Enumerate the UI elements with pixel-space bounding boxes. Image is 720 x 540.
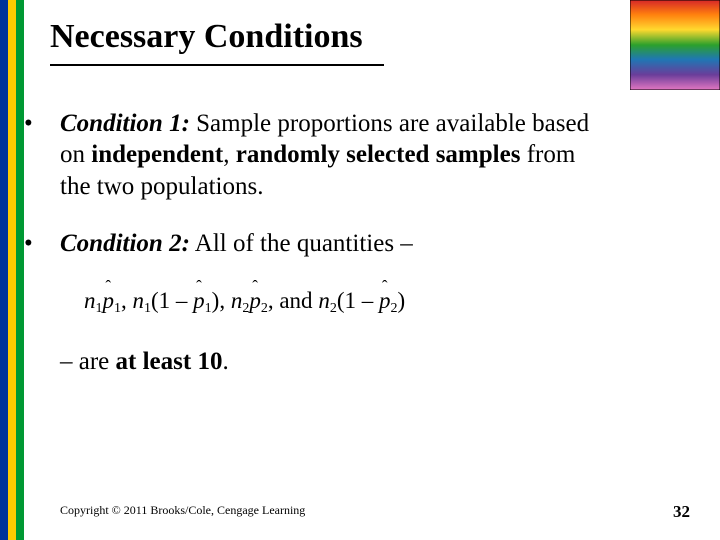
bullet-condition-1: • Condition 1: Sample proportions are av… — [42, 108, 610, 202]
condition2-label: Condition 2: — [60, 230, 190, 257]
condition1-label: Condition 1: — [60, 110, 190, 137]
condition1-independent: independent — [91, 141, 223, 168]
formula-quantities: n1p1, n1(1 – p1), n2p2, and n2(1 – p2) — [84, 287, 610, 318]
bullet-condition-2: • Condition 2: All of the quantities – n… — [42, 228, 610, 377]
condition2-closing: – are at least 10. — [60, 346, 610, 377]
accent-bars — [0, 0, 24, 540]
copyright-text: Copyright © 2011 Brooks/Cole, Cengage Le… — [60, 503, 305, 518]
condition1-comma: , — [223, 141, 236, 168]
title-underline — [50, 64, 384, 66]
condition1-random-samples: randomly selected samples — [236, 141, 521, 168]
page-number: 32 — [673, 502, 690, 522]
closing-before: – are — [60, 348, 116, 375]
slide-body: • Condition 1: Sample proportions are av… — [42, 108, 610, 403]
accent-bar-yellow — [8, 0, 16, 540]
accent-bar-blue — [0, 0, 8, 540]
rainbow-corner-icon — [630, 0, 720, 90]
slide-title: Necessary Conditions — [50, 18, 363, 56]
condition2-text: All of the quantities – — [190, 230, 413, 257]
closing-atleast10: at least 10 — [116, 348, 223, 375]
accent-bar-green — [16, 0, 24, 540]
closing-period: . — [222, 348, 228, 375]
